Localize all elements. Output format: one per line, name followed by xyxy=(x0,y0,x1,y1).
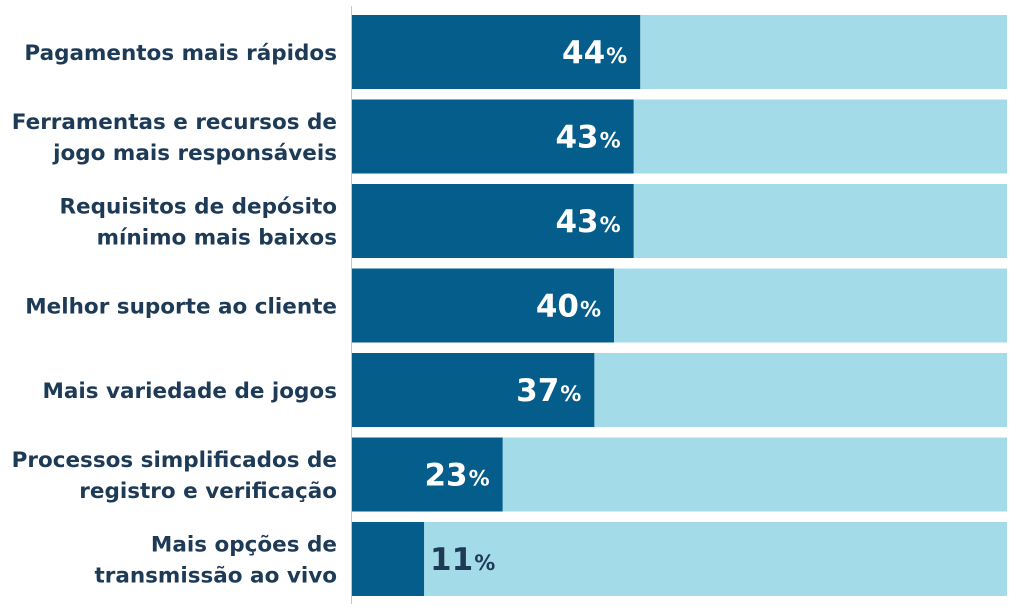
value-label: 40% xyxy=(536,289,601,325)
category-label: registro e verificação xyxy=(79,479,337,504)
bar-remainder xyxy=(502,437,1007,512)
bar-value xyxy=(352,353,595,427)
bar-value xyxy=(352,15,641,89)
bar-remainder xyxy=(633,99,1007,174)
value-label: 23% xyxy=(424,458,489,494)
bar-remainder xyxy=(614,268,1007,343)
bar-value xyxy=(352,522,425,596)
value-label: 37% xyxy=(516,373,581,409)
bars-group xyxy=(352,15,1007,596)
value-label: 43% xyxy=(555,120,620,156)
value-label: 43% xyxy=(555,204,620,240)
category-label: transmissão ao vivo xyxy=(94,564,337,589)
value-label: 44% xyxy=(562,35,627,71)
category-labels-group: Pagamentos mais rápidos Ferramentas e rec… xyxy=(12,41,337,589)
category-label: Ferramentas e recursos de xyxy=(12,110,337,135)
bar-value xyxy=(352,268,614,343)
category-label: Processos simplificados de xyxy=(12,448,337,473)
value-labels-group: 44% 43% 43% 40% 37% 23% 11% xyxy=(424,35,627,578)
category-label: jogo mais responsáveis xyxy=(52,141,337,166)
category-label: Mais opções de xyxy=(151,533,337,558)
bar-value xyxy=(352,99,634,174)
category-label: Mais variedade de jogos xyxy=(42,379,337,404)
category-label: Melhor suporte ao cliente xyxy=(25,295,337,320)
value-label: 11% xyxy=(430,542,495,578)
bar-remainder xyxy=(594,353,1007,427)
category-label: mínimo mais baixos xyxy=(97,226,337,251)
bar-value xyxy=(352,184,634,258)
bar-remainder xyxy=(633,184,1007,258)
bar-remainder xyxy=(424,522,1007,596)
bar-remainder xyxy=(640,15,1007,89)
category-label: Requisitos de depósito xyxy=(59,195,337,220)
category-label: Pagamentos mais rápidos xyxy=(24,41,337,66)
bar-value xyxy=(352,437,503,512)
